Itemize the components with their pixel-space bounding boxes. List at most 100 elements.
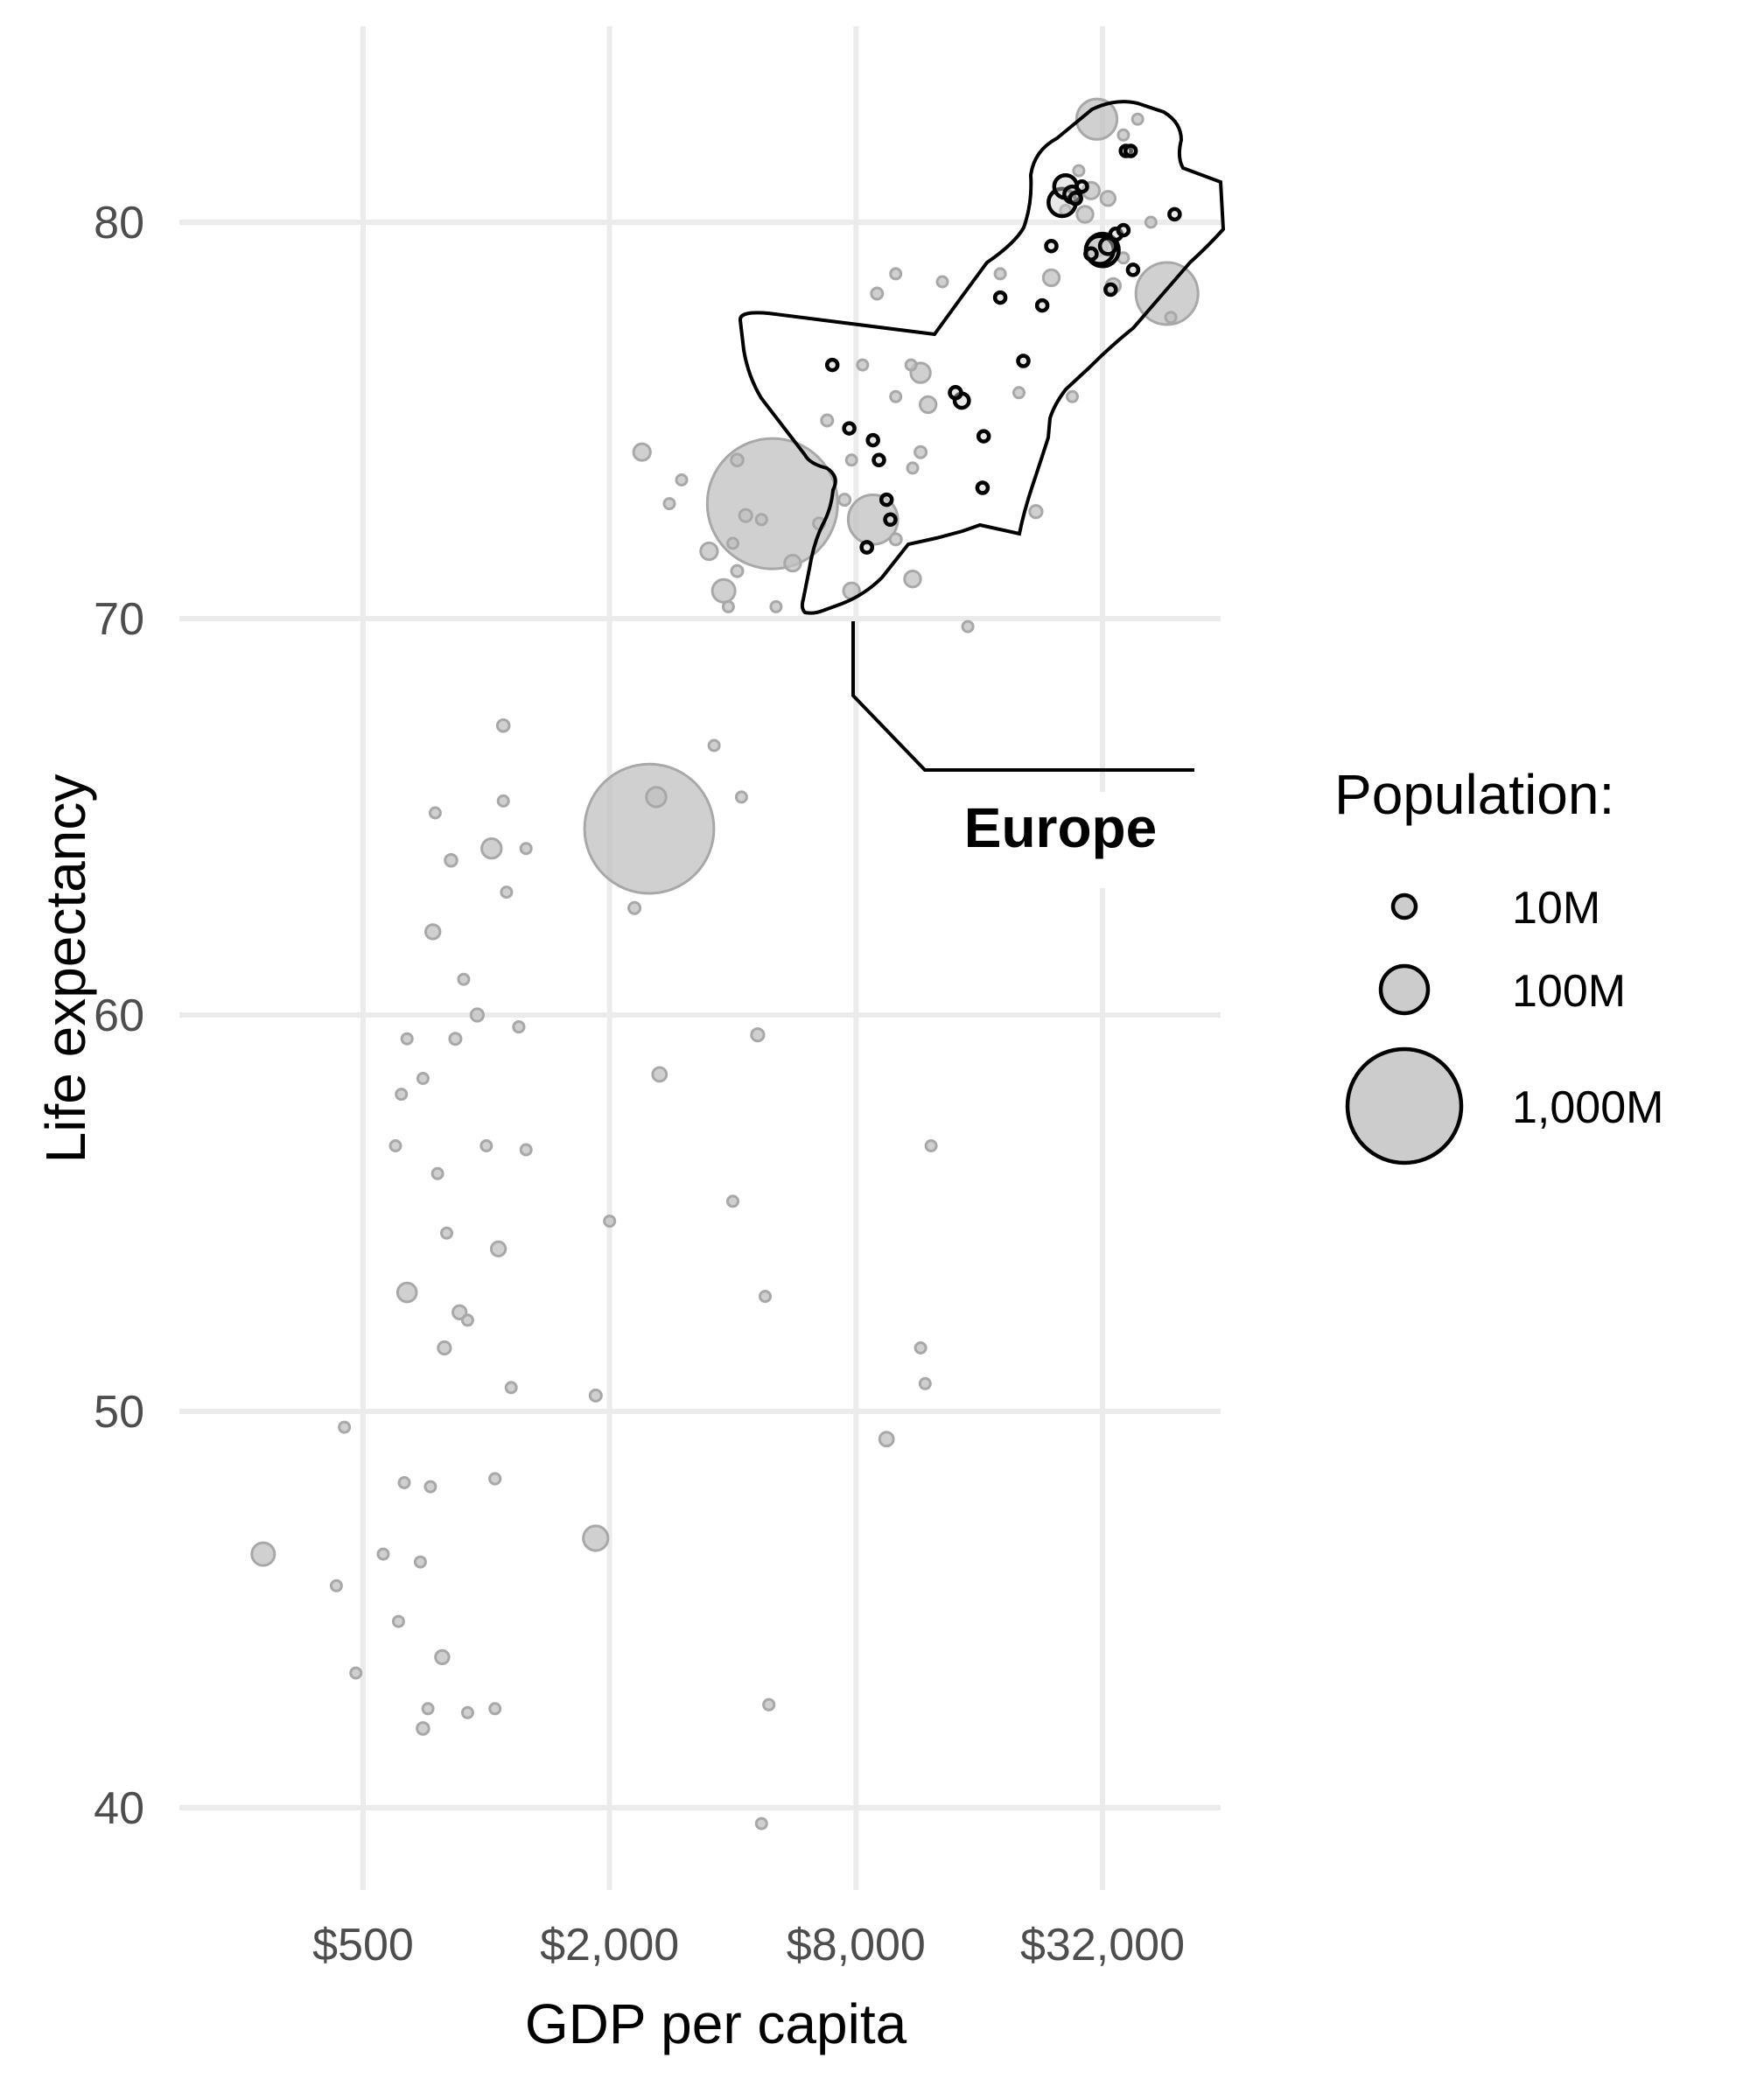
data-point bbox=[935, 275, 949, 289]
data-point bbox=[583, 762, 716, 895]
data-point bbox=[396, 1281, 418, 1304]
data-point bbox=[397, 1476, 411, 1489]
data-point bbox=[469, 1007, 486, 1023]
data-point bbox=[329, 1578, 343, 1592]
data-point bbox=[388, 1139, 402, 1152]
data-point bbox=[400, 1032, 414, 1046]
data-point bbox=[440, 1226, 453, 1240]
data-point-europe bbox=[872, 452, 886, 468]
data-point bbox=[250, 1541, 276, 1567]
data-point bbox=[495, 718, 511, 733]
grid-lines bbox=[179, 26, 1221, 1890]
size-legend: Population: 10M 100M 1,000M bbox=[1334, 763, 1663, 1166]
data-point bbox=[1116, 128, 1130, 142]
data-point bbox=[699, 541, 719, 562]
data-point bbox=[428, 806, 442, 820]
data-point bbox=[721, 599, 735, 613]
data-point bbox=[918, 1376, 932, 1390]
data-point bbox=[837, 493, 852, 508]
data-point bbox=[444, 853, 458, 868]
data-point bbox=[705, 437, 839, 570]
data-point bbox=[434, 1648, 451, 1666]
data-point bbox=[903, 570, 922, 589]
x-tick-label: $32,000 bbox=[1020, 1920, 1185, 1970]
x-tick-label: $2,000 bbox=[540, 1920, 679, 1970]
data-point bbox=[738, 508, 753, 523]
y-tick-labels: 40 50 60 70 80 bbox=[94, 198, 144, 1834]
data-point bbox=[888, 532, 903, 547]
data-point bbox=[904, 358, 918, 372]
data-point bbox=[588, 1388, 603, 1403]
data-point bbox=[376, 1547, 390, 1561]
data-point-europe bbox=[1167, 206, 1182, 222]
data-point bbox=[480, 1139, 494, 1152]
data-point bbox=[512, 1020, 526, 1034]
data-point-europe bbox=[865, 432, 880, 448]
annotation-label-background bbox=[949, 792, 1212, 888]
data-point bbox=[437, 1340, 452, 1356]
legend-label-100m: 100M bbox=[1512, 966, 1626, 1017]
data-point bbox=[416, 1072, 430, 1085]
x-tick-labels: $500 $2,000 $8,000 $32,000 bbox=[312, 1920, 1185, 1970]
data-point bbox=[349, 1666, 363, 1680]
scatter-points-other bbox=[250, 97, 1200, 1830]
data-point bbox=[675, 473, 689, 486]
data-point bbox=[424, 923, 442, 941]
data-point bbox=[1130, 112, 1144, 126]
data-point bbox=[500, 886, 514, 900]
legend-key-100m bbox=[1378, 963, 1431, 1016]
data-point bbox=[391, 1614, 405, 1628]
data-point bbox=[1041, 268, 1061, 288]
x-axis-title: GDP per capita bbox=[525, 1992, 907, 2055]
data-point-europe bbox=[883, 512, 898, 528]
data-point bbox=[754, 1816, 768, 1830]
data-point bbox=[651, 1066, 668, 1083]
data-point-europe bbox=[1123, 144, 1138, 158]
data-point bbox=[726, 1194, 739, 1208]
data-point bbox=[856, 358, 870, 372]
data-point bbox=[1074, 97, 1119, 141]
data-point-europe bbox=[992, 290, 1008, 305]
data-point bbox=[889, 389, 903, 403]
data-point-europe bbox=[1125, 262, 1141, 277]
data-point bbox=[707, 738, 721, 752]
data-point bbox=[1144, 215, 1158, 229]
data-point bbox=[519, 842, 533, 856]
data-point bbox=[1028, 504, 1044, 520]
data-point-europe bbox=[1103, 282, 1118, 298]
data-point bbox=[504, 1381, 518, 1395]
y-tick-label: 50 bbox=[94, 1387, 144, 1438]
data-point bbox=[754, 513, 768, 527]
data-point bbox=[769, 599, 783, 613]
y-tick-label: 70 bbox=[94, 594, 144, 645]
data-point bbox=[1072, 164, 1086, 178]
data-point-europe bbox=[1116, 222, 1131, 238]
data-point bbox=[906, 461, 920, 475]
data-point bbox=[734, 790, 748, 804]
data-point-europe bbox=[842, 421, 857, 436]
legend-key-10m bbox=[1390, 892, 1418, 920]
data-point bbox=[488, 1472, 502, 1486]
data-point bbox=[582, 1524, 610, 1552]
x-tick-label: $500 bbox=[312, 1920, 414, 1970]
data-point bbox=[632, 442, 652, 462]
data-point bbox=[726, 536, 739, 550]
data-point bbox=[759, 1290, 772, 1304]
data-point bbox=[496, 794, 510, 808]
scatter-points-europe bbox=[824, 144, 1182, 555]
data-point bbox=[1099, 190, 1117, 207]
data-point-europe bbox=[1083, 246, 1099, 262]
data-point-europe bbox=[824, 357, 840, 373]
data-point bbox=[750, 1027, 766, 1043]
y-tick-label: 60 bbox=[94, 990, 144, 1041]
legend-label-10m: 10M bbox=[1512, 883, 1600, 934]
data-point bbox=[783, 553, 802, 573]
annotation-leader-line bbox=[851, 621, 1194, 772]
data-point bbox=[730, 564, 745, 578]
data-point bbox=[710, 578, 737, 604]
data-point bbox=[488, 1702, 502, 1716]
data-point bbox=[914, 444, 928, 459]
size-legend-title: Population: bbox=[1334, 763, 1614, 826]
data-point bbox=[914, 1341, 928, 1354]
legend-key-1000m bbox=[1345, 1046, 1464, 1166]
